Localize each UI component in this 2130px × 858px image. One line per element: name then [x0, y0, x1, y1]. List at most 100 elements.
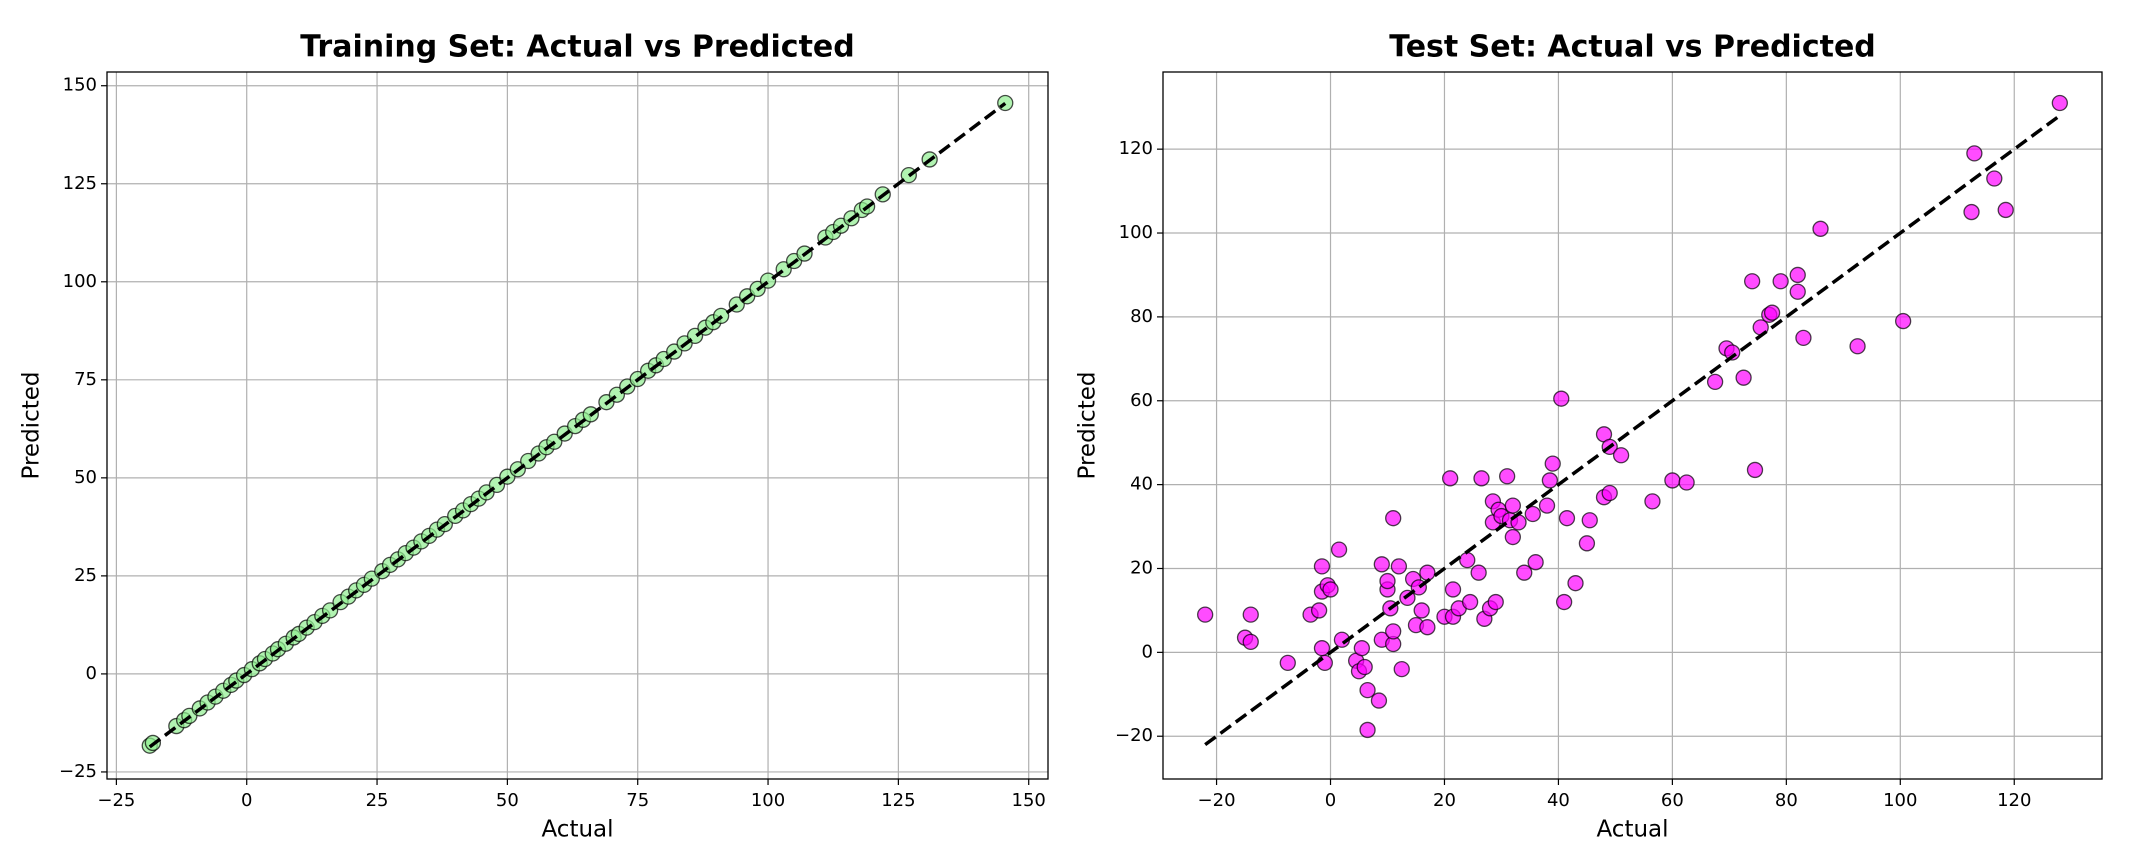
point — [1461, 593, 1479, 611]
point — [1789, 283, 1806, 300]
y-tick-label: 150 — [63, 75, 97, 96]
x-tick-label: 80 — [1775, 790, 1798, 811]
point — [1504, 497, 1521, 514]
y-tick-label: 0 — [86, 663, 97, 684]
point — [1706, 373, 1724, 391]
y-tick-label: 75 — [74, 369, 97, 390]
point — [1370, 692, 1388, 709]
point — [1581, 512, 1598, 529]
point — [1356, 658, 1373, 676]
chart-title: Training Set: Actual vs Predicted — [300, 30, 855, 65]
point — [1963, 203, 1980, 221]
x-tick-label: 0 — [1325, 790, 1336, 811]
y-axis-label: Predicted — [1075, 372, 1101, 480]
point — [1735, 369, 1752, 386]
point — [1789, 266, 1806, 284]
point — [1724, 344, 1741, 361]
point — [1849, 338, 1866, 355]
x-tick-label: 100 — [1883, 790, 1917, 811]
reference-line — [148, 101, 1007, 749]
point — [1612, 447, 1630, 464]
point — [1527, 554, 1544, 571]
point — [1359, 681, 1376, 699]
x-tick-label: 25 — [366, 790, 389, 811]
y-tick-label: 80 — [1130, 306, 1153, 327]
point — [1894, 312, 1912, 330]
point — [1744, 273, 1761, 290]
x-tick-label: 50 — [496, 790, 519, 811]
point — [1390, 558, 1408, 575]
point — [1487, 593, 1504, 611]
point — [997, 94, 1014, 112]
y-tick-label: 25 — [74, 565, 97, 586]
y-tick-label: 100 — [1119, 222, 1153, 243]
x-tick-label: 120 — [1997, 790, 2031, 811]
point — [1385, 510, 1402, 527]
y-axis-label: Predicted — [19, 372, 45, 480]
point — [1419, 564, 1436, 581]
y-tick-label: 100 — [63, 271, 97, 292]
point — [1664, 472, 1681, 489]
point — [1538, 497, 1556, 514]
x-axis-label: Actual — [541, 817, 613, 843]
x-tick-label: 150 — [1012, 790, 1046, 811]
axes-frame — [1162, 71, 2103, 780]
point — [1330, 541, 1348, 558]
point — [1197, 606, 1214, 623]
point — [1353, 640, 1371, 657]
y-tick-label: 40 — [1130, 474, 1153, 495]
point — [1746, 461, 1764, 479]
point — [1459, 551, 1476, 569]
point — [1644, 493, 1661, 510]
point — [1473, 470, 1490, 487]
x-tick-label: −20 — [1198, 790, 1236, 811]
point — [1313, 558, 1331, 575]
y-tick-label: 120 — [1119, 138, 1153, 159]
x-tick-label: 75 — [626, 790, 649, 811]
point — [1393, 660, 1410, 678]
point — [1310, 602, 1328, 619]
point — [1772, 273, 1789, 290]
x-tick-label: 40 — [1547, 790, 1570, 811]
point — [2051, 94, 2068, 112]
chart: Test Set: Actual vs Predicted Actual Predi… — [1075, 30, 2103, 843]
point — [1413, 602, 1430, 619]
x-tick-label: 20 — [1433, 790, 1456, 811]
point — [1541, 472, 1559, 489]
chart: Training Set: Actual vs Predicted Actual P… — [19, 30, 1049, 843]
chart-title: Test Set: Actual vs Predicted — [1389, 30, 1876, 65]
point — [1242, 633, 1259, 651]
point — [1567, 575, 1584, 592]
point — [1359, 721, 1376, 739]
y-tick-label: 20 — [1130, 557, 1153, 578]
point — [1553, 390, 1570, 407]
point — [1578, 535, 1596, 552]
x-tick-label: 60 — [1661, 790, 1684, 811]
axes-frame — [106, 71, 1049, 780]
x-tick-label: −25 — [97, 790, 135, 811]
x-tick-label: 125 — [881, 790, 915, 811]
y-tick-label: 0 — [1142, 641, 1153, 662]
x-tick-label: 100 — [751, 790, 785, 811]
y-tick-label: 50 — [74, 467, 97, 488]
point — [1558, 510, 1576, 527]
point — [1385, 623, 1402, 640]
point — [1444, 581, 1462, 598]
point — [1373, 556, 1390, 573]
point — [1442, 470, 1459, 487]
point — [1379, 572, 1396, 590]
point — [1986, 170, 2003, 187]
point — [1524, 505, 1541, 523]
point — [1795, 329, 1812, 347]
point — [1544, 455, 1561, 472]
x-axis-label: Actual — [1596, 817, 1668, 843]
reference-line — [1204, 114, 2061, 747]
x-tick-label: 0 — [241, 790, 252, 811]
point — [1316, 654, 1333, 671]
point — [1997, 201, 2014, 219]
y-tick-label: 125 — [63, 173, 97, 194]
point — [1601, 484, 1618, 502]
point — [1812, 220, 1829, 237]
point — [1419, 619, 1436, 636]
y-tick-label: −25 — [59, 761, 97, 782]
